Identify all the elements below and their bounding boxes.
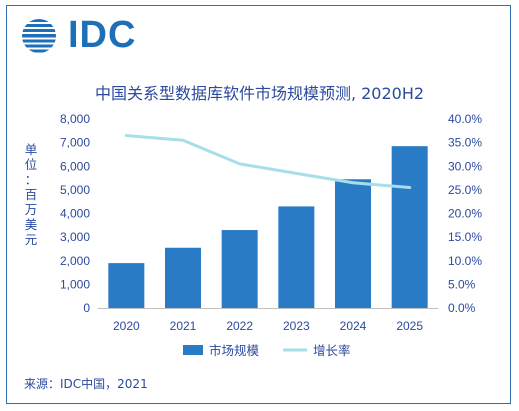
growth-rate-line [124, 134, 412, 190]
x-tick-label: 2025 [396, 319, 423, 333]
x-tick-label: 2020 [113, 319, 140, 333]
bar-market-size-2020 [108, 263, 145, 308]
legend-label-growth-rate: 增长率 [313, 343, 351, 358]
y2-tick-label: 5.0% [448, 277, 476, 291]
bar-market-size-2022 [221, 230, 258, 308]
y-tick-label: 8,000 [60, 112, 90, 126]
y-axis-label: 单位：百万美元 [24, 142, 38, 247]
x-tick-label: 2021 [170, 319, 197, 333]
y-tick-label: 3,000 [60, 230, 90, 244]
legend-label-market-size: 市场规模 [209, 343, 260, 358]
y2-tick-label: 25.0% [448, 183, 482, 197]
x-tick-label: 2023 [283, 319, 310, 333]
y-tick-label: 1,000 [60, 277, 90, 291]
source-note: 来源：IDC中国，2021 [24, 377, 148, 391]
y2-tick-label: 30.0% [448, 159, 482, 173]
y2-tick-label: 35.0% [448, 136, 482, 150]
bar-market-size-2023 [278, 206, 315, 308]
y-tick-label: 2,000 [60, 254, 90, 268]
idc-logo-text: IDC [68, 14, 137, 56]
bar-market-size-2025 [391, 146, 428, 308]
y2-tick-label: 0.0% [448, 301, 476, 315]
legend-swatch-market-size [183, 345, 203, 355]
chart-title: 中国关系型数据库软件市场规模预测, 2020H2 [94, 84, 425, 103]
bar-market-size-2024 [335, 179, 371, 308]
idc-globe-logo-icon [22, 19, 56, 53]
y-tick-label: 7,000 [60, 136, 90, 150]
bar-market-size-2021 [165, 247, 201, 308]
y-tick-label: 5,000 [60, 183, 90, 197]
x-tick-label: 2024 [340, 319, 367, 333]
x-tick-label: 2022 [226, 319, 253, 333]
y-tick-label: 0 [83, 301, 90, 315]
y-tick-label: 4,000 [60, 207, 90, 221]
y2-tick-label: 20.0% [448, 207, 482, 221]
y2-tick-label: 15.0% [448, 230, 482, 244]
y2-tick-label: 40.0% [448, 112, 482, 126]
y2-tick-label: 10.0% [448, 254, 482, 268]
y-tick-label: 6,000 [60, 159, 90, 173]
